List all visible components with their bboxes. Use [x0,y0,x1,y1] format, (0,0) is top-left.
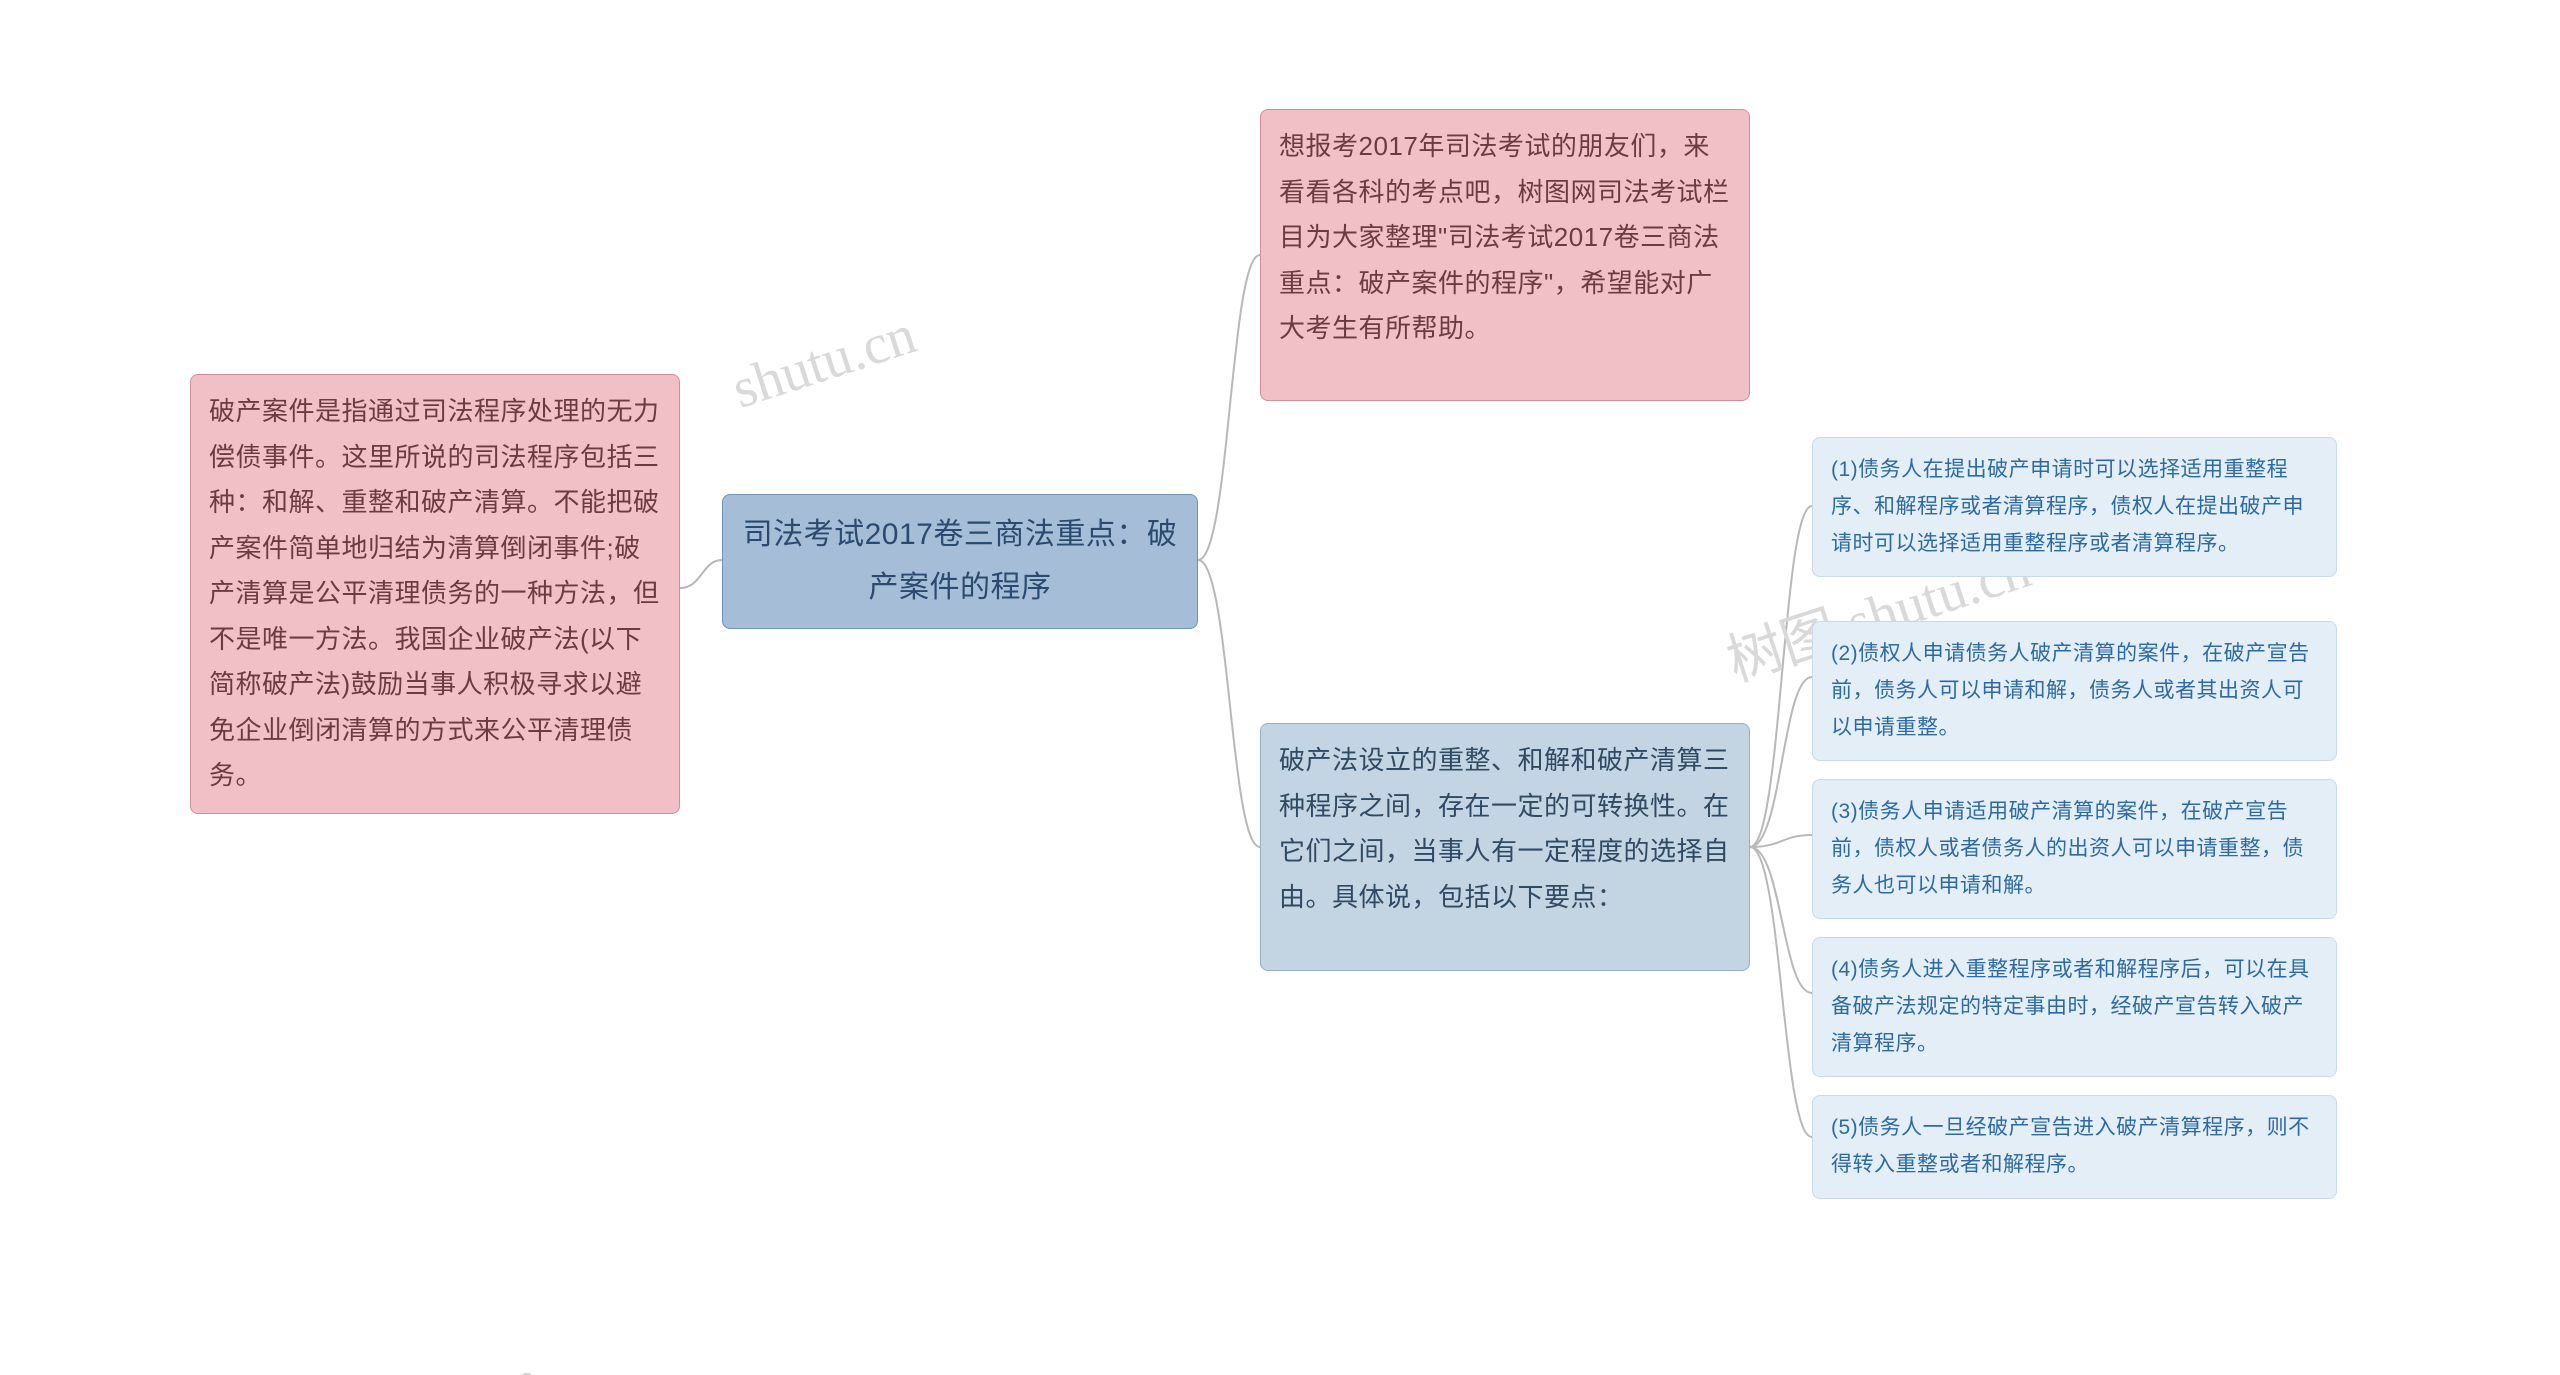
mindmap-node-leaf3[interactable]: (3)债务人申请适用破产清算的案件，在破产宣告前，债权人或者债务人的出资人可以申… [1812,779,2337,919]
mindmap-node-right_pink[interactable]: 想报考2017年司法考试的朋友们，来看看各科的考点吧，树图网司法考试栏目为大家整… [1260,109,1750,401]
node-text: (1)债务人在提出破产申请时可以选择适用重整程序、和解程序或者清算程序，债权人在… [1831,458,2304,555]
node-text: 破产法设立的重整、和解和破产清算三种程序之间，存在一定的可转换性。在它们之间，当… [1279,745,1730,912]
mindmap-node-root[interactable]: 司法考试2017卷三商法重点：破产案件的程序 [722,494,1198,629]
connector-path [680,560,722,588]
node-text: 想报考2017年司法考试的朋友们，来看看各科的考点吧，树图网司法考试栏目为大家整… [1279,131,1730,343]
node-text: (2)债权人申请债务人破产清算的案件，在破产宣告前，债务人可以申请和解，债务人或… [1831,642,2310,739]
node-text: (5)债务人一旦经破产宣告进入破产清算程序，则不得转入重整或者和解程序。 [1831,1116,2310,1176]
connector-path [1198,560,1260,847]
connector-path [1750,847,1812,1137]
mindmap-node-leaf4[interactable]: (4)债务人进入重整程序或者和解程序后，可以在具备破产法规定的特定事由时，经破产… [1812,937,2337,1077]
connector-path [1750,677,1812,847]
node-text: 破产案件是指通过司法程序处理的无力偿债事件。这里所说的司法程序包括三种：和解、重… [209,396,660,790]
watermark-text: shutu.cn [725,302,924,421]
node-text: (4)债务人进入重整程序或者和解程序后，可以在具备破产法规定的特定事由时，经破产… [1831,958,2310,1055]
connector-path [1750,506,1812,847]
mindmap-node-leaf1[interactable]: (1)债务人在提出破产申请时可以选择适用重整程序、和解程序或者清算程序，债权人在… [1812,437,2337,577]
mindmap-node-leaf5[interactable]: (5)债务人一旦经破产宣告进入破产清算程序，则不得转入重整或者和解程序。 [1812,1095,2337,1199]
mindmap-node-leaf2[interactable]: (2)债权人申请债务人破产清算的案件，在破产宣告前，债务人可以申请和解，债务人或… [1812,621,2337,761]
watermark-text: n [501,1347,547,1375]
mindmap-node-right_blue[interactable]: 破产法设立的重整、和解和破产清算三种程序之间，存在一定的可转换性。在它们之间，当… [1260,723,1750,971]
node-text: 司法考试2017卷三商法重点：破产案件的程序 [741,509,1179,614]
connector-path [1750,835,1812,847]
mindmap-node-left_pink[interactable]: 破产案件是指通过司法程序处理的无力偿债事件。这里所说的司法程序包括三种：和解、重… [190,374,680,814]
node-text: (3)债务人申请适用破产清算的案件，在破产宣告前，债权人或者债务人的出资人可以申… [1831,800,2304,897]
connector-path [1750,847,1812,993]
connector-path [1198,255,1260,560]
